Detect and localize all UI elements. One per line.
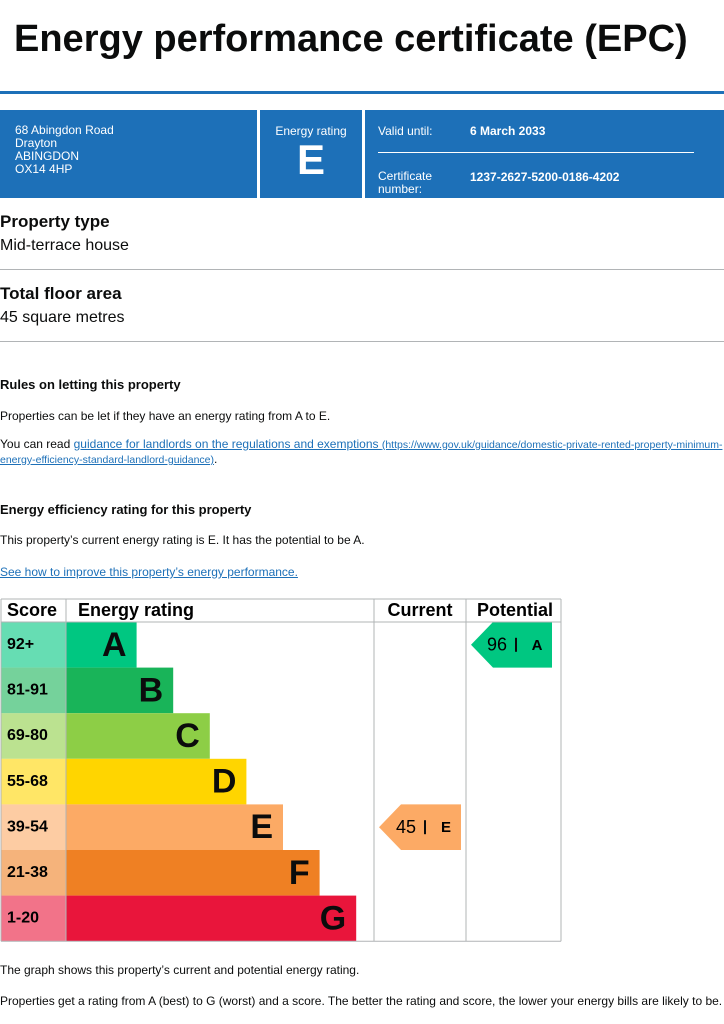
rating-letter: B (139, 671, 164, 709)
column-header: Potential (477, 600, 553, 620)
rating-bar (66, 713, 210, 759)
score-cell (1, 895, 66, 942)
paragraph: You can read guidance for landlords on t… (0, 437, 724, 467)
section-heading: Total floor area (0, 284, 122, 303)
rating-letter: E (296, 136, 325, 183)
divider (0, 269, 724, 270)
paragraph: This property’s current energy rating is… (0, 533, 365, 547)
potential-letter: A (532, 637, 543, 654)
divider (378, 152, 694, 153)
rating-bar (66, 622, 137, 668)
score-range: 69-80 (7, 727, 48, 744)
score-range: 21-38 (7, 864, 48, 881)
valid-date: 6 March 2033 (470, 124, 546, 138)
score-range: 55-68 (7, 773, 48, 790)
rating-letter: G (320, 899, 346, 937)
paragraph: Properties can be let if they have an en… (0, 409, 331, 423)
section-heading: Rules on letting this property (0, 377, 181, 392)
score-cell (1, 850, 66, 896)
column-header: Current (387, 600, 452, 620)
rating-letter: A (102, 626, 127, 664)
score-cell (1, 667, 66, 714)
rating-box: Energy rating E (260, 110, 362, 198)
rating-bar (66, 758, 247, 805)
score-cell (1, 713, 66, 759)
address-line: Drayton (15, 136, 58, 150)
page-title: Energy performance certificate (EPC) (14, 18, 688, 60)
rating-bar (66, 850, 320, 896)
rating-bar (66, 667, 174, 714)
valid-label: Valid until: (378, 124, 433, 138)
certificate-number: 1237-2627-5200-0186-4202 (470, 170, 620, 184)
paragraph: The graph shows this property’s current … (0, 963, 360, 977)
column-header: Score (7, 600, 57, 620)
header-rule (0, 91, 724, 94)
rating-bar (66, 804, 283, 850)
potential-score: 96 (487, 635, 507, 655)
rating-label: Energy rating (275, 124, 347, 138)
link[interactable]: See how to improve this property’s energ… (0, 565, 298, 579)
rating-letter: F (289, 854, 310, 892)
rating-chart: Score Energy rating Current Potential 92+ A 81… (0, 598, 562, 942)
current-score: 45 (396, 817, 416, 837)
address-box: 68 Abingdon Road Drayton ABINGDON OX14 4… (0, 110, 257, 198)
link-text[interactable]: guidance for landlords on the regulation… (73, 437, 379, 451)
rating-letter: E (250, 808, 273, 846)
score-cell (1, 804, 66, 850)
rating-letter: C (175, 717, 200, 755)
address-line: OX14 4HP (15, 162, 73, 176)
score-range: 1-20 (7, 910, 39, 927)
section-value: Mid-terrace house (0, 237, 129, 254)
certificate-box: Valid until: 6 March 2033 Certificate nu… (365, 110, 724, 198)
current-letter: E (441, 819, 451, 836)
link-url[interactable]: (https://www.gov.uk/guidance/domestic-pr… (0, 439, 723, 466)
section-heading: Property type (0, 212, 110, 231)
rating-letter: D (212, 763, 237, 801)
text: You can read (0, 437, 74, 451)
text: . (214, 452, 218, 466)
section-value: 45 square metres (0, 309, 125, 326)
score-range: 92+ (7, 636, 34, 653)
current-marker (379, 804, 461, 850)
address-line: ABINGDON (15, 149, 80, 163)
score-range: 81-91 (7, 682, 48, 699)
link[interactable]: guidance for landlords on the regulation… (0, 437, 722, 466)
column-header: Energy rating (78, 600, 194, 620)
address-line: 68 Abingdon Road (15, 123, 114, 137)
divider (0, 341, 724, 342)
paragraph: Properties get a rating from A (best) to… (0, 994, 723, 1008)
score-range: 39-54 (7, 818, 48, 835)
certificate-label: Certificate number: (378, 169, 433, 196)
section-heading: Energy efficiency rating for this proper… (0, 502, 252, 517)
potential-marker (471, 622, 552, 668)
score-cell (1, 622, 66, 668)
score-cell (1, 758, 66, 805)
rating-bar (66, 895, 357, 942)
